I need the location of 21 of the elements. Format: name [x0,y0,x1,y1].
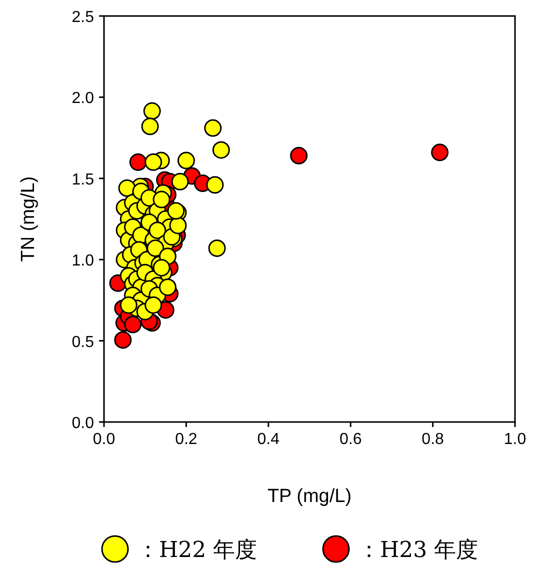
x-tick-label: 0.2 [175,431,198,448]
y-tick-label: 2.5 [72,9,94,26]
point [129,153,147,171]
y-tick-label: 0.5 [72,334,94,351]
x-tick-label: 1.0 [504,431,526,448]
x-tick-label: 0.4 [257,431,280,448]
y-tick-label: 1.0 [72,252,94,270]
y-tick-label: 0.0 [72,415,94,432]
point [124,316,142,334]
point [431,144,449,162]
y-tick-label: 1.5 [72,171,94,188]
x-axis-title: TP (mg/L) [267,486,352,507]
y-axis-title: TN (mg/L) [18,176,39,262]
point [290,146,308,164]
x-tick-label: 0.6 [339,431,362,448]
point [114,331,132,349]
x-tick-label: 0.0 [92,431,116,448]
legend-label: ：H23 年度 [358,538,478,563]
legend-label: ：H22 年度 [137,538,258,563]
y-tick-label: 2.0 [72,90,94,108]
x-tick-label: 0.8 [422,431,444,448]
